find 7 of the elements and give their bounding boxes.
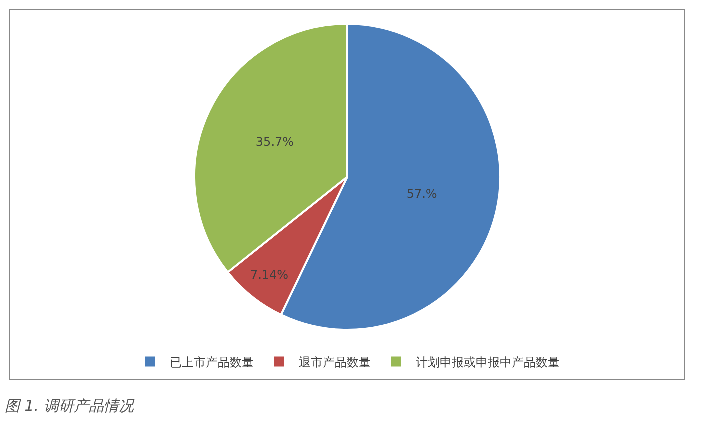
data-label: 35.7% — [256, 135, 294, 150]
data-label: 7.14% — [250, 268, 289, 282]
legend-label: 已上市产品数量 — [170, 355, 254, 370]
data-label: 57.% — [406, 187, 438, 202]
caption: 图 1. 调研产品情况 — [5, 397, 135, 415]
legend-label: 退市产品数量 — [299, 355, 371, 370]
legend-label: 计划申报或申报中产品数量 — [416, 355, 560, 370]
